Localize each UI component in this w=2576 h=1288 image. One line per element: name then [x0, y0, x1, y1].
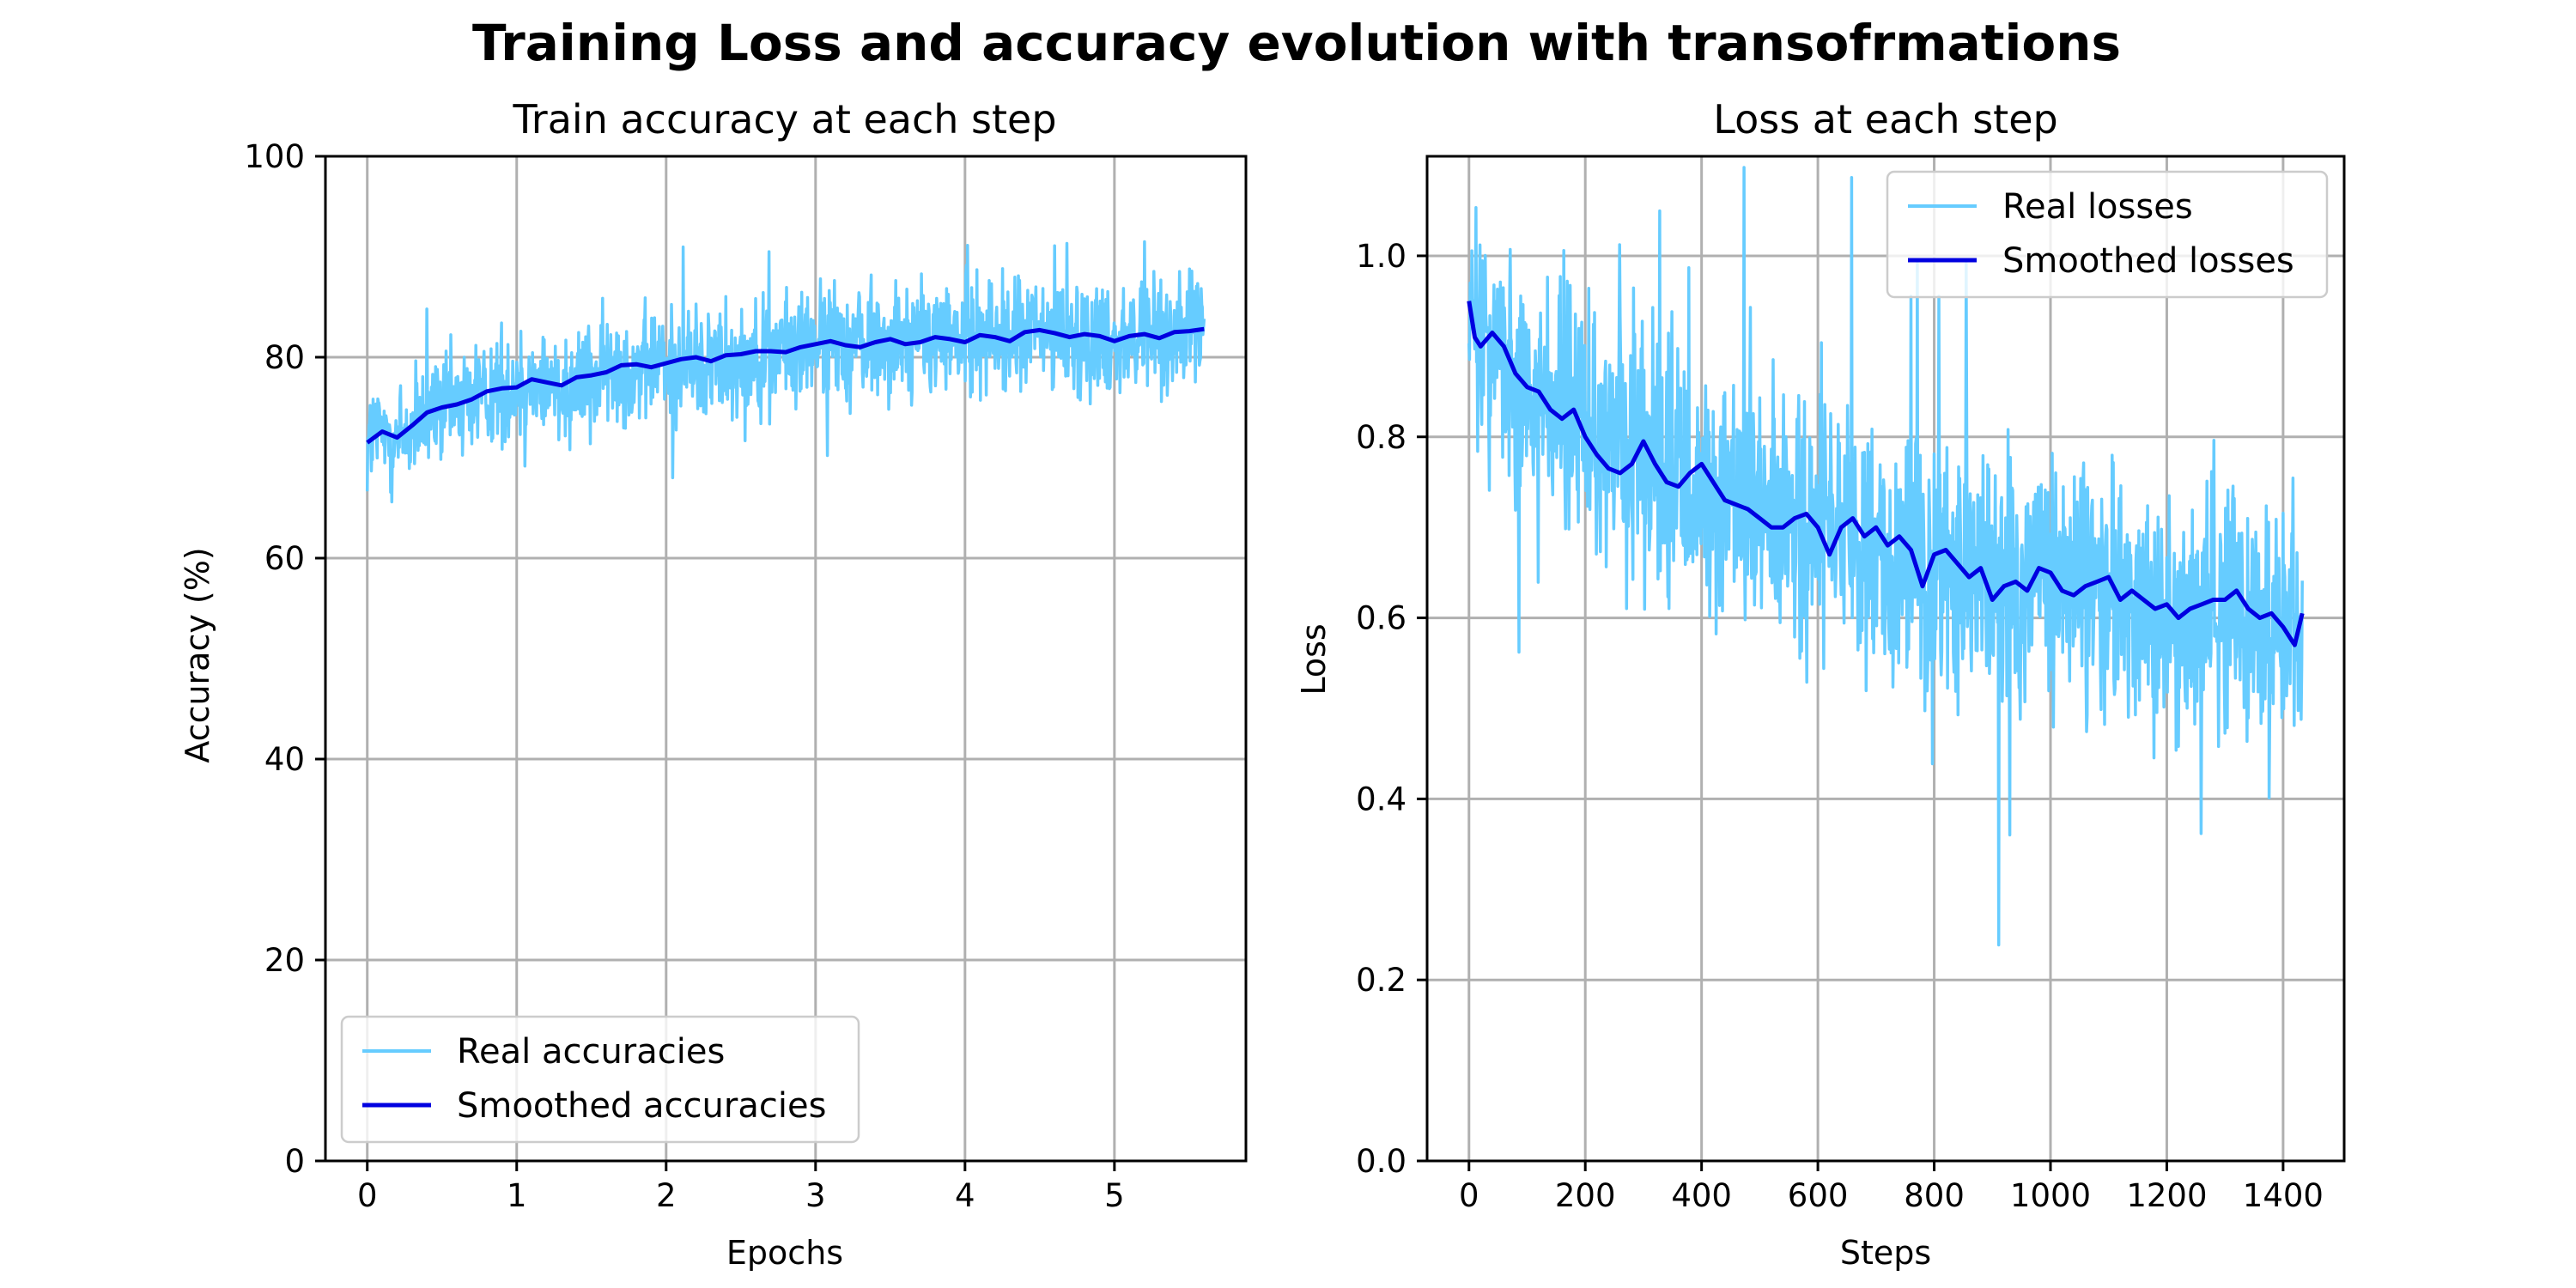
loss-legend-label: Smoothed losses — [2002, 241, 2294, 281]
accuracy-x-tick-label: 2 — [656, 1177, 677, 1214]
loss-x-tick-label: 400 — [1671, 1177, 1732, 1214]
accuracy-legend: Real accuracies Smoothed accuracies — [340, 1015, 860, 1144]
loss-series-real-line — [1467, 166, 2304, 947]
loss-y-tick-label: 0.2 — [1356, 962, 1406, 999]
loss-series — [1467, 166, 2305, 947]
accuracy-series-real-line — [365, 240, 1206, 504]
accuracy-y-axis-label: Accuracy (%) — [179, 547, 216, 762]
accuracy-series — [365, 240, 1206, 504]
loss-y-tick-label: 0.6 — [1356, 600, 1406, 637]
loss-x-axis-label: Steps — [1840, 1234, 1931, 1272]
accuracy-x-tick-label: 5 — [1104, 1177, 1125, 1214]
loss-panel: Loss at each step Steps Loss 0 200 400 600 8… — [1295, 96, 2346, 1272]
loss-plot-frame — [1425, 155, 2346, 1163]
accuracy-y-tick-label: 60 — [264, 540, 305, 577]
loss-legend: Real losses Smoothed losses — [1886, 170, 2329, 299]
loss-series-smoothed-line — [1467, 301, 2305, 647]
accuracy-legend-label: Smoothed accuracies — [457, 1086, 826, 1126]
loss-x-tick-label: 1400 — [2243, 1177, 2324, 1214]
loss-legend-label: Real losses — [2002, 187, 2193, 227]
loss-x-tick-label: 1200 — [2126, 1177, 2207, 1214]
accuracy-x-axis-label: Epochs — [726, 1234, 843, 1272]
accuracy-y-tick-label: 40 — [264, 741, 305, 778]
accuracy-y-tick-label: 100 — [244, 138, 305, 175]
loss-x-tick-label: 1000 — [2010, 1177, 2091, 1214]
accuracy-y-tick-label: 20 — [264, 942, 305, 979]
figure-title: Training Loss and accuracy evolution wit… — [472, 14, 2121, 72]
accuracy-panel-title: Train accuracy at each step — [512, 96, 1056, 143]
loss-x-tick-label: 0 — [1459, 1177, 1479, 1214]
accuracy-legend-label: Real accuracies — [457, 1032, 725, 1072]
accuracy-x-tick-label: 1 — [507, 1177, 527, 1214]
accuracy-legend-box — [340, 1015, 860, 1144]
loss-y-tick-label: 0.0 — [1356, 1143, 1406, 1180]
loss-y-tick-label: 1.0 — [1356, 238, 1406, 275]
accuracy-ticks: 0 1 2 3 4 5 0 20 40 60 80 100 — [244, 138, 1124, 1214]
accuracy-series-smoothed-line — [366, 326, 1205, 445]
loss-y-axis-label: Loss — [1295, 623, 1333, 695]
accuracy-panel: Train accuracy at each step Epochs Accur… — [179, 96, 1248, 1272]
loss-x-tick-label: 600 — [1788, 1177, 1849, 1214]
loss-y-tick-label: 0.8 — [1356, 419, 1406, 456]
accuracy-y-tick-label: 80 — [264, 339, 305, 376]
accuracy-y-tick-label: 0 — [284, 1143, 305, 1180]
accuracy-x-tick-label: 4 — [955, 1177, 975, 1214]
loss-ticks: 0 200 400 600 800 1000 1200 1400 0.0 0.2 0.4 0.6 0.8… — [1356, 238, 2324, 1214]
accuracy-plot-frame — [324, 155, 1248, 1163]
loss-legend-box — [1886, 170, 2329, 299]
accuracy-x-tick-label: 0 — [357, 1177, 378, 1214]
loss-x-tick-label: 800 — [1904, 1177, 1965, 1214]
loss-x-tick-label: 200 — [1555, 1177, 1616, 1214]
accuracy-x-tick-label: 3 — [805, 1177, 826, 1214]
loss-y-tick-label: 0.4 — [1356, 781, 1406, 817]
loss-panel-title: Loss at each step — [1713, 96, 2057, 143]
